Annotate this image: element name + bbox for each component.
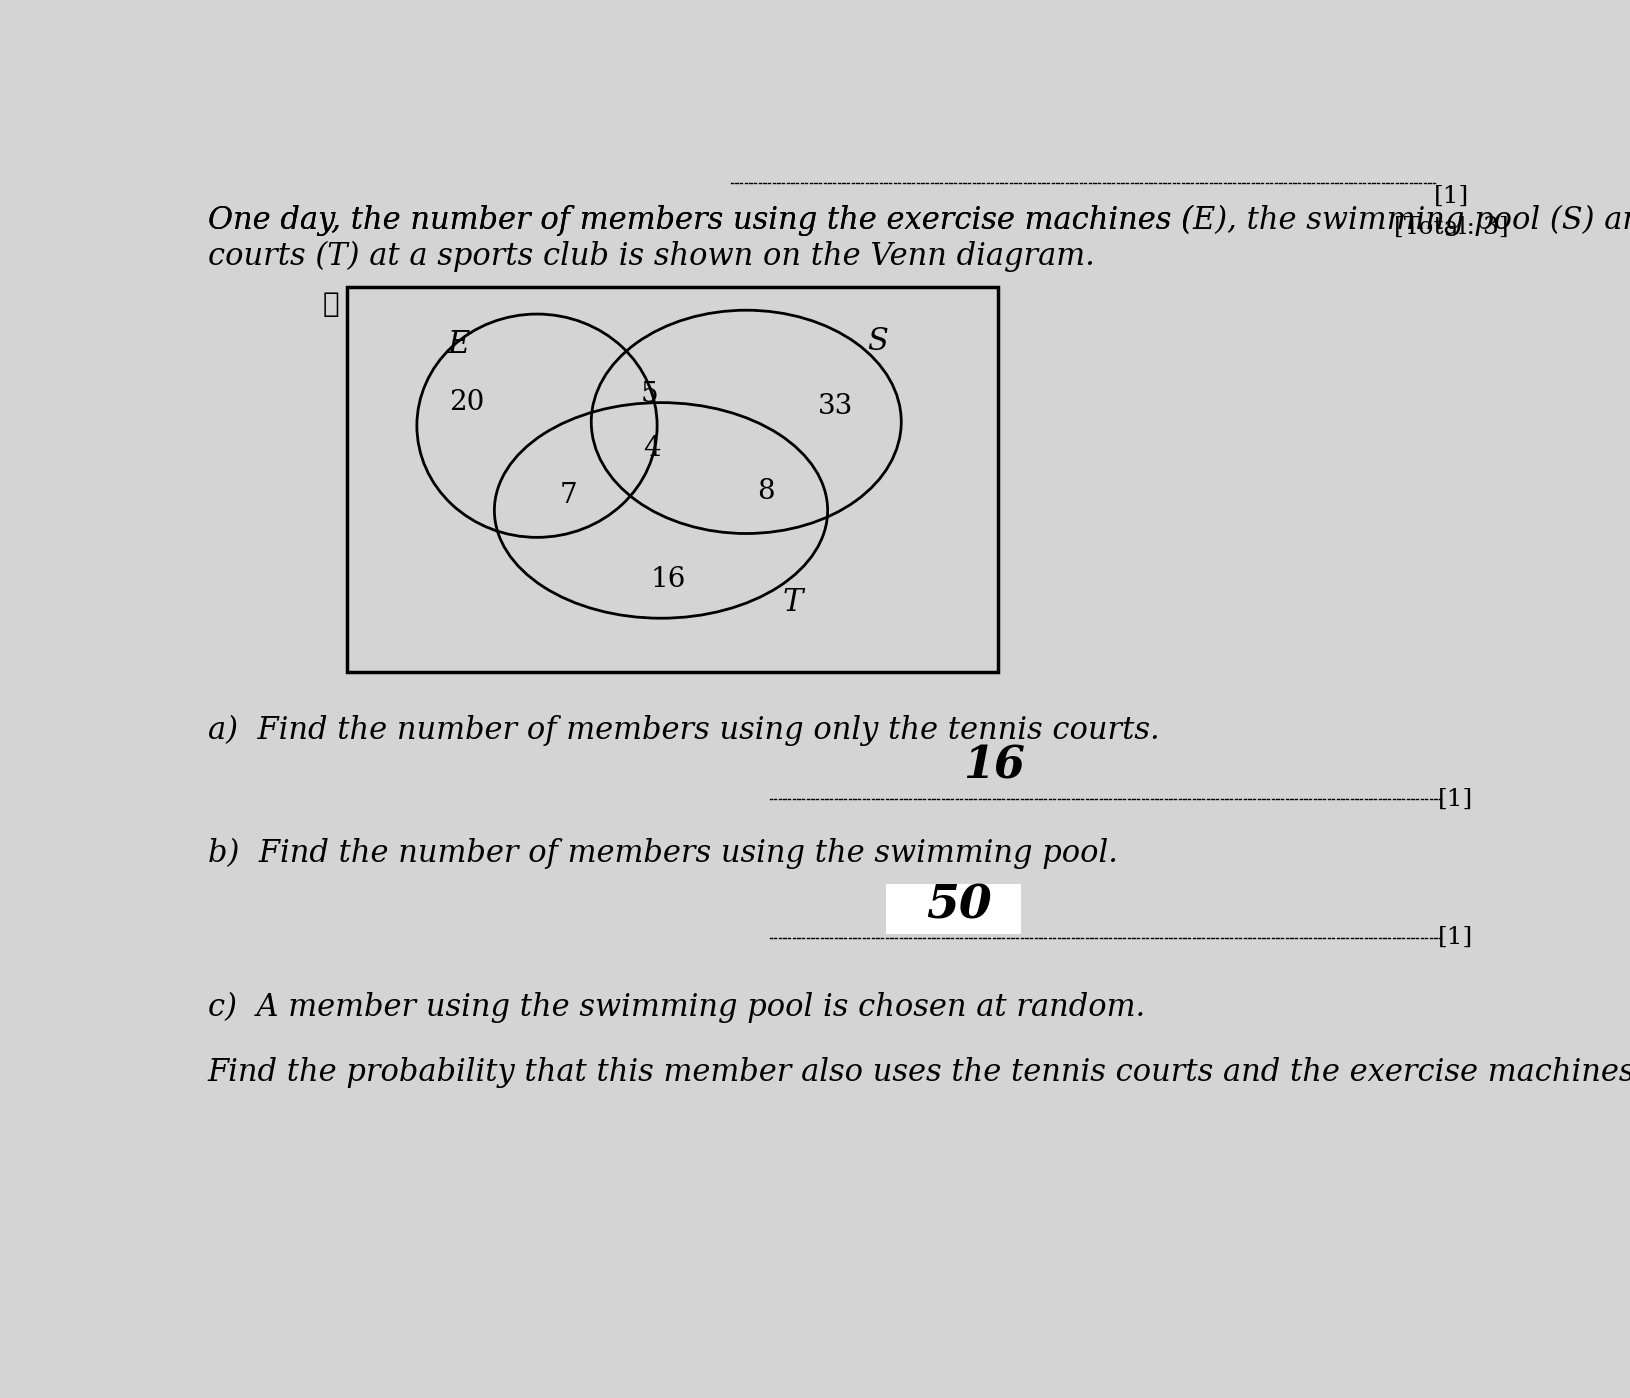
Text: a)  Find the number of members using only the tennis courts.: a) Find the number of members using only… bbox=[207, 714, 1159, 745]
Text: 5: 5 bbox=[641, 382, 659, 408]
Bar bbox=[347, 287, 998, 672]
Text: 33: 33 bbox=[818, 393, 852, 419]
Text: b)  Find the number of members using the swimming pool.: b) Find the number of members using the … bbox=[207, 837, 1118, 870]
Text: [1]: [1] bbox=[1438, 927, 1474, 949]
Text: 50: 50 bbox=[926, 882, 993, 928]
Text: 4: 4 bbox=[642, 435, 660, 463]
Text: One day, the number of members using the exercise machines (E), the swimming poo: One day, the number of members using the… bbox=[207, 204, 1630, 236]
Text: 8: 8 bbox=[756, 478, 774, 505]
Text: [Total: 3]: [Total: 3] bbox=[1394, 215, 1509, 239]
Text: 20: 20 bbox=[450, 389, 486, 417]
Text: c)  A member using the swimming pool is chosen at random.: c) A member using the swimming pool is c… bbox=[207, 991, 1144, 1023]
Text: T: T bbox=[782, 587, 804, 618]
Bar bbox=[885, 884, 1022, 934]
Text: courts (T) at a sports club is shown on the Venn diagram.: courts (T) at a sports club is shown on … bbox=[207, 240, 1094, 273]
Text: Find the probability that this member also uses the tennis courts and the exerci: Find the probability that this member al… bbox=[207, 1057, 1630, 1088]
Text: 16: 16 bbox=[963, 745, 1025, 787]
Text: [1]: [1] bbox=[1438, 787, 1474, 811]
Text: E: E bbox=[448, 330, 469, 361]
Text: [1]: [1] bbox=[1434, 185, 1469, 208]
Text: 7: 7 bbox=[559, 481, 577, 509]
Text: ℇ: ℇ bbox=[323, 291, 339, 317]
Text: S: S bbox=[867, 326, 888, 356]
Text: 16: 16 bbox=[650, 566, 686, 593]
Text: One day, the number of members using the exercise machines (: One day, the number of members using the… bbox=[207, 204, 1193, 236]
